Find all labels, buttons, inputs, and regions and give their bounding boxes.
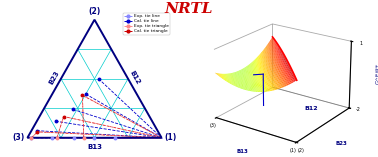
Y-axis label: B23: B23 [336,141,347,146]
Legend: Exp. tie line, Cal. tie line, Exp. tie triangle, Cal. tie triangle: Exp. tie line, Cal. tie line, Exp. tie t… [123,13,170,35]
Text: (3): (3) [12,133,25,142]
Text: (1): (1) [164,133,177,142]
Text: B23: B23 [48,69,60,85]
Text: B12: B12 [129,69,141,85]
Text: (2): (2) [88,7,101,16]
X-axis label: B13: B13 [236,149,248,154]
Text: NRTL: NRTL [165,2,213,16]
Text: B13: B13 [87,144,102,150]
